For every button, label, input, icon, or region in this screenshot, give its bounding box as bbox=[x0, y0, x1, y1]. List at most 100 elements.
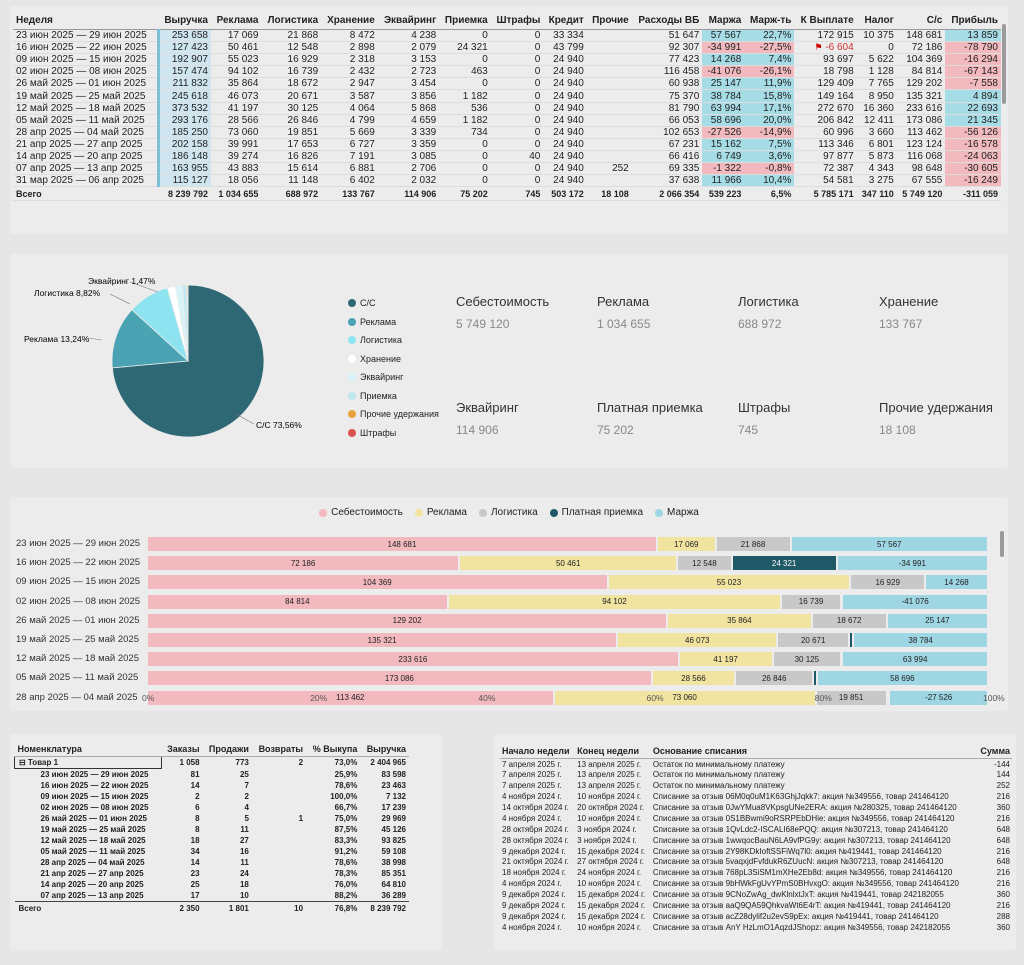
bar-segment[interactable]: 135 321 bbox=[148, 633, 619, 647]
bar-segment[interactable]: 20 671 bbox=[778, 633, 851, 647]
weekly-cell: 186 148 bbox=[157, 150, 211, 164]
weekly-col-header[interactable]: Логистика bbox=[261, 12, 322, 30]
stack-legend-item[interactable]: Логистика bbox=[478, 507, 538, 518]
products-col-header[interactable]: % Выкупа bbox=[306, 742, 361, 757]
products-col-header[interactable]: Продажи bbox=[202, 742, 252, 757]
writeoffs-cell: 288 bbox=[996, 911, 1010, 921]
weekly-cell: 192 907 bbox=[157, 53, 211, 67]
bar-segment[interactable]: 46 073 bbox=[618, 633, 779, 647]
bar-row-label: 09 июн 2025 — 15 июн 2025 bbox=[16, 576, 141, 588]
products-group-row[interactable]: ⊟ Товар 1 1 058 773 2 73,0% 2 404 965 bbox=[14, 756, 410, 769]
products-col-header[interactable]: Заказы bbox=[161, 742, 203, 757]
bar-segment[interactable] bbox=[887, 690, 891, 705]
bar-segment[interactable]: 14 268 bbox=[926, 575, 989, 590]
weekly-col-header[interactable]: К Выплате bbox=[794, 12, 857, 30]
bar-segment[interactable]: -27 526 bbox=[890, 690, 989, 705]
bar-segment[interactable]: 18 672 bbox=[812, 613, 888, 628]
bar-segment[interactable]: 35 864 bbox=[668, 613, 813, 628]
bar-segment[interactable]: 16 929 bbox=[851, 575, 927, 590]
stack-legend-item[interactable]: Маржа bbox=[655, 507, 699, 518]
kpi-card: Прочие удержания 18 108 bbox=[879, 400, 1019, 437]
bar-segment[interactable]: 104 369 bbox=[148, 575, 609, 590]
weekly-col-header[interactable]: Прочие bbox=[586, 12, 632, 30]
stack-legend-item[interactable]: Платная приемка bbox=[549, 507, 643, 518]
weekly-col-header[interactable]: Штрафы bbox=[490, 12, 544, 30]
bar-segment[interactable]: 73 060 bbox=[554, 690, 817, 705]
weekly-col-header[interactable]: Марж-ть bbox=[744, 12, 795, 30]
weekly-col-header[interactable]: Неделя bbox=[13, 12, 159, 30]
bar-segment[interactable]: 148 681 bbox=[148, 537, 658, 551]
weekly-cell: 113 462 bbox=[896, 126, 946, 139]
bar-segment[interactable]: 12 548 bbox=[678, 556, 733, 571]
products-col-header[interactable]: Номенклатура bbox=[14, 742, 162, 757]
pie-legend-item[interactable]: Реклама bbox=[348, 313, 439, 332]
products-col-header[interactable]: Возвраты bbox=[251, 742, 307, 757]
weekly-col-header[interactable]: Приемка bbox=[439, 12, 491, 30]
writeoffs-col-header[interactable]: Основание списания bbox=[650, 744, 977, 759]
bar-segment[interactable] bbox=[814, 671, 818, 686]
bar-segment[interactable]: -34 991 bbox=[837, 556, 989, 571]
weekly-cell: 0 bbox=[490, 114, 544, 127]
bar-segment[interactable] bbox=[850, 633, 855, 647]
pie-legend-item[interactable]: С/С bbox=[348, 294, 439, 313]
weekly-col-header[interactable]: Хранение bbox=[321, 12, 378, 30]
pie-legend-item[interactable]: Прочие удержания bbox=[348, 405, 439, 424]
bar-segment[interactable]: 233 616 bbox=[148, 652, 680, 667]
pie-legend-item[interactable]: Хранение bbox=[348, 350, 439, 369]
bar-segment[interactable]: 28 566 bbox=[652, 671, 737, 686]
bar-segment[interactable]: 38 784 bbox=[854, 633, 989, 647]
weekly-col-header[interactable]: Налог bbox=[856, 12, 897, 30]
bar-segment[interactable]: 55 023 bbox=[608, 575, 852, 590]
bar-segment[interactable]: 24 321 bbox=[732, 556, 838, 571]
weekly-cell: 536 bbox=[439, 102, 491, 115]
bar-segment[interactable]: 21 868 bbox=[716, 537, 792, 551]
bar-segment[interactable]: 17 069 bbox=[657, 537, 717, 551]
bar-segment[interactable]: 50 461 bbox=[460, 556, 679, 571]
stacked-bar-scrollbar[interactable] bbox=[1000, 531, 1004, 557]
writeoffs-row: 28 октября 2024 г. 3 ноября 2024 г. Списан… bbox=[500, 835, 1012, 846]
weekly-col-header[interactable]: Кредит bbox=[543, 12, 587, 30]
bar-segment[interactable]: 19 851 bbox=[816, 690, 888, 705]
writeoffs-col-header[interactable]: Сумма bbox=[976, 744, 1012, 759]
weekly-col-header[interactable]: Реклама bbox=[210, 12, 262, 30]
weekly-col-header[interactable]: Выручка bbox=[158, 12, 211, 30]
bar-segment[interactable]: -41 076 bbox=[843, 594, 989, 609]
writeoffs-col-header[interactable]: Конец недели bbox=[575, 744, 651, 759]
bar-segment[interactable]: 58 696 bbox=[817, 671, 989, 686]
bar-segment[interactable]: 41 197 bbox=[679, 652, 774, 667]
bar-segment[interactable]: 30 125 bbox=[773, 652, 843, 667]
weekly-cell: 51 647 bbox=[631, 29, 703, 43]
bar-segment[interactable] bbox=[842, 652, 845, 667]
pie-legend-item[interactable]: Эквайринг bbox=[348, 368, 439, 387]
bar-segment[interactable]: 25 147 bbox=[887, 613, 989, 628]
weekly-col-header[interactable]: Эквайринг bbox=[377, 12, 440, 30]
weekly-cell: 22 693 bbox=[945, 102, 1001, 115]
writeoffs-col-header[interactable]: Начало недели bbox=[500, 744, 576, 759]
bar-segment[interactable]: 63 994 bbox=[843, 652, 989, 667]
weekly-cell: 5 868 bbox=[377, 102, 440, 115]
bar-segment[interactable]: 57 567 bbox=[791, 537, 989, 551]
bar-segment[interactable]: 26 846 bbox=[736, 671, 815, 686]
weekly-col-header[interactable]: С/с bbox=[896, 12, 946, 30]
bar-segment[interactable]: 94 102 bbox=[448, 594, 783, 609]
bar-segment[interactable]: 113 462 bbox=[148, 690, 555, 705]
pie-legend-item[interactable]: Приемка bbox=[348, 387, 439, 406]
products-row: 12 май 2025 — 18 май 2025 18 27 83,3% 93 825 bbox=[15, 835, 410, 846]
products-col-header[interactable]: Выручка bbox=[360, 742, 409, 757]
weekly-col-header[interactable]: Прибыль bbox=[945, 12, 1001, 30]
writeoffs-cell: 648 bbox=[996, 857, 1010, 867]
bar-segment[interactable]: 129 202 bbox=[148, 613, 669, 628]
bar-segment[interactable]: 173 086 bbox=[148, 671, 653, 686]
bar-segment[interactable]: 16 739 bbox=[782, 594, 842, 609]
bar-segment[interactable]: 72 186 bbox=[148, 556, 461, 571]
pie-slice[interactable] bbox=[111, 309, 189, 369]
weekly-col-header[interactable]: Расходы ВБ bbox=[631, 12, 703, 30]
bar-segment[interactable]: 84 814 bbox=[148, 594, 449, 609]
weekly-table-scrollbar[interactable] bbox=[1002, 24, 1006, 104]
stack-legend-item[interactable]: Реклама bbox=[414, 507, 467, 518]
pie-legend-item[interactable]: Логистика bbox=[348, 331, 439, 350]
stack-legend-item[interactable]: Себестоимость bbox=[319, 507, 403, 518]
weekly-col-header[interactable]: Маржа bbox=[702, 12, 745, 30]
pie-legend-item[interactable]: Штрафы bbox=[348, 424, 439, 443]
bar-segment[interactable] bbox=[841, 594, 844, 609]
